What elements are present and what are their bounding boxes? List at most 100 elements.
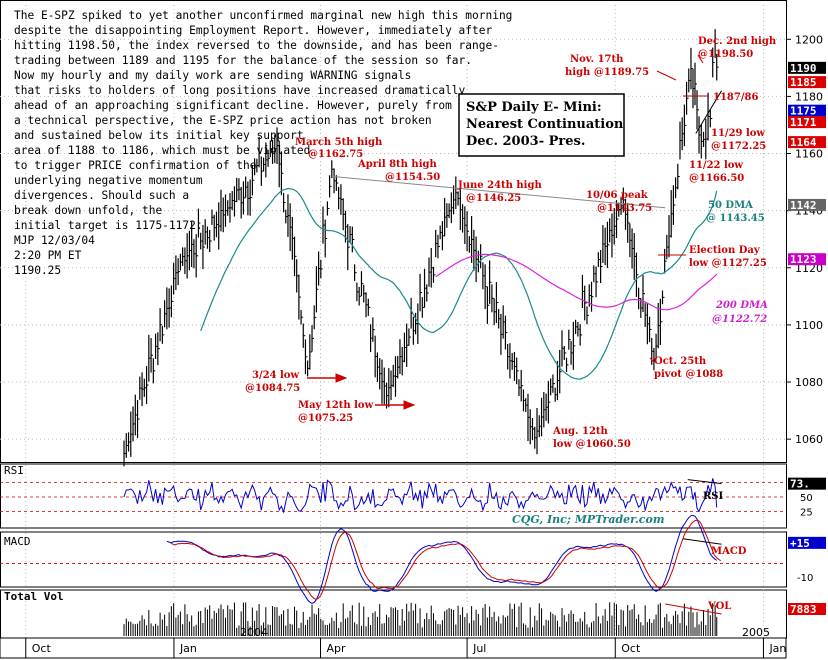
annotation-50dma-value: @ 1143.45 (706, 213, 765, 224)
title-line: Nearest Continuation (466, 117, 624, 132)
macd-badge (788, 536, 826, 549)
credit-text: CQG, Inc; MPTrader.com (512, 513, 664, 526)
volume-trendline (665, 603, 722, 615)
time-axis-label: Apr (327, 642, 347, 655)
annotation-may12-value: @1075.25 (298, 413, 353, 424)
ma-200-line (435, 253, 718, 311)
macd-label: MACD (4, 535, 31, 548)
leader-oct25 (649, 357, 655, 363)
leader-dec2 (697, 54, 704, 64)
trendlines (331, 90, 723, 209)
price-badge (788, 253, 826, 266)
annotation-election: Election Day (689, 245, 761, 256)
annotation-nov29-value: @1172.25 (711, 141, 766, 152)
macd-axis-label: -10 (797, 573, 813, 584)
price-badge-label: 1164 (790, 136, 817, 149)
price-badge-label: 1185 (790, 76, 817, 89)
annotation-nov17-value: high @1189.75 (565, 67, 649, 78)
commentary-line: 2:20 PM ET (14, 249, 82, 262)
price-axis: 1200118011601140112011001080106011901185… (786, 33, 826, 446)
title-line: Dec. 2003- Pres. (466, 134, 585, 149)
annotation-june24: June 24th high (457, 180, 542, 191)
rsi-line (123, 478, 718, 514)
annotation-200dma-value: @1122.72 (712, 314, 767, 325)
title-line: S&P Daily E- Mini: (466, 100, 602, 115)
rsi-badge (788, 477, 826, 490)
rsi-axis-label: 25 (800, 508, 813, 519)
arrow-may12-head (403, 400, 416, 410)
price-axis-label: 1200 (795, 33, 823, 46)
commentary-line: ahead of an approaching significant decl… (14, 99, 452, 112)
annotation-april8-value: @1154.50 (385, 172, 440, 183)
ma-50-line (200, 187, 718, 380)
annotation-nov29: 11/29 low (711, 128, 765, 139)
annotation-march5-value: @1162.75 (308, 149, 363, 160)
annotation-50dma: 50 DMA (708, 200, 753, 211)
time-axis-label: Oct (32, 642, 52, 655)
price-badge (788, 61, 826, 74)
price-badge-label: 1123 (790, 253, 817, 266)
annotations: March 5th high @1162.75 April 8th high @… (245, 36, 777, 450)
commentary-line: and sustained below its initial key supp… (14, 129, 304, 142)
rsi-panel-frame (0, 463, 787, 529)
price-axis-label: 1060 (795, 433, 823, 446)
annotation-nov17: Nov. 17th (570, 54, 624, 65)
rsi-panel: 50 25 73. (0, 477, 826, 519)
annotation-1187: 1187/86 (713, 92, 758, 103)
price-bars (123, 29, 719, 467)
rsi-label: RSI (4, 464, 24, 477)
annotation-june24-value: @1146.25 (466, 193, 521, 204)
macd-signal-line (170, 519, 721, 600)
commentary-line: The E-SPZ spiked to yet another unconfir… (14, 9, 512, 22)
vol-inline-label: VOL (707, 601, 731, 612)
price-badge-label: 1142 (790, 199, 817, 212)
macd-panel: -10 +15 (0, 514, 826, 604)
moving-average-lines (200, 187, 718, 380)
annotation-aug12-value: low @1060.50 (553, 439, 631, 450)
price-badge (788, 76, 826, 89)
annotation-march5: March 5th high (295, 137, 383, 148)
rsi-axis-label: 50 (800, 493, 813, 504)
title-box: S&P Daily E- Mini: Nearest Continuation … (458, 93, 625, 157)
price-panel-frame (0, 0, 787, 463)
year-label: 2004 (240, 626, 268, 639)
volume-badge (788, 603, 826, 615)
commentary-line: initial target is 1175-1172. (14, 219, 203, 232)
annotation-200dma: 200 DMA (715, 300, 768, 311)
price-axis-label: 1180 (795, 90, 823, 103)
commentary-line: break down unfold, the (14, 204, 162, 217)
commentary-line: hitting 1198.50, the index reversed to t… (14, 39, 499, 52)
annotation-arrows (307, 54, 709, 410)
annotation-oct06-value: @1143.75 (597, 203, 652, 214)
annotation-mar24-value: @1084.75 (245, 383, 300, 394)
price-badge-label: 1171 (790, 116, 817, 129)
grid-lines (0, 0, 787, 639)
annotation-may12: May 12th low (298, 400, 374, 411)
commentary-line: MJP 12/03/04 (14, 234, 95, 247)
volume-panel: 7883 (123, 602, 826, 636)
annotation-dec2-value: @1198.50 (698, 49, 753, 60)
rsi-divergence-line (687, 479, 722, 485)
price-badge (788, 136, 826, 149)
commentary-line: divergences. Should such a (14, 189, 189, 202)
price-axis-label: 1160 (795, 148, 823, 161)
commentary-block: The E-SPZ spiked to yet another unconfir… (14, 9, 512, 277)
price-axis-label: 1100 (795, 319, 823, 332)
commentary-line: Now my hourly and my daily work are send… (14, 69, 411, 82)
annotation-oct25: Oct. 25th (654, 356, 707, 367)
macd-divergence-line (682, 538, 722, 545)
volume-badge-label: 7883 (790, 603, 817, 616)
macd-badge-label: +15 (790, 537, 810, 550)
price-badge (788, 198, 826, 211)
commentary-line: area of 1188 to 1186, which must be viol… (14, 144, 310, 157)
time-axis-band (0, 637, 787, 659)
annotation-mar24: 3/24 low (252, 370, 299, 381)
year-label: 2005 (742, 626, 770, 639)
annotation-election-value: low @1127.25 (689, 258, 767, 269)
time-axis-label: Jan (768, 642, 786, 655)
price-badge-label: 1175 (790, 105, 817, 118)
rsi-badge-label: 73. (790, 478, 810, 491)
annotation-nov22-value: @1166.50 (689, 173, 744, 184)
commentary-line: to trigger PRICE confirmation of the (14, 159, 257, 172)
